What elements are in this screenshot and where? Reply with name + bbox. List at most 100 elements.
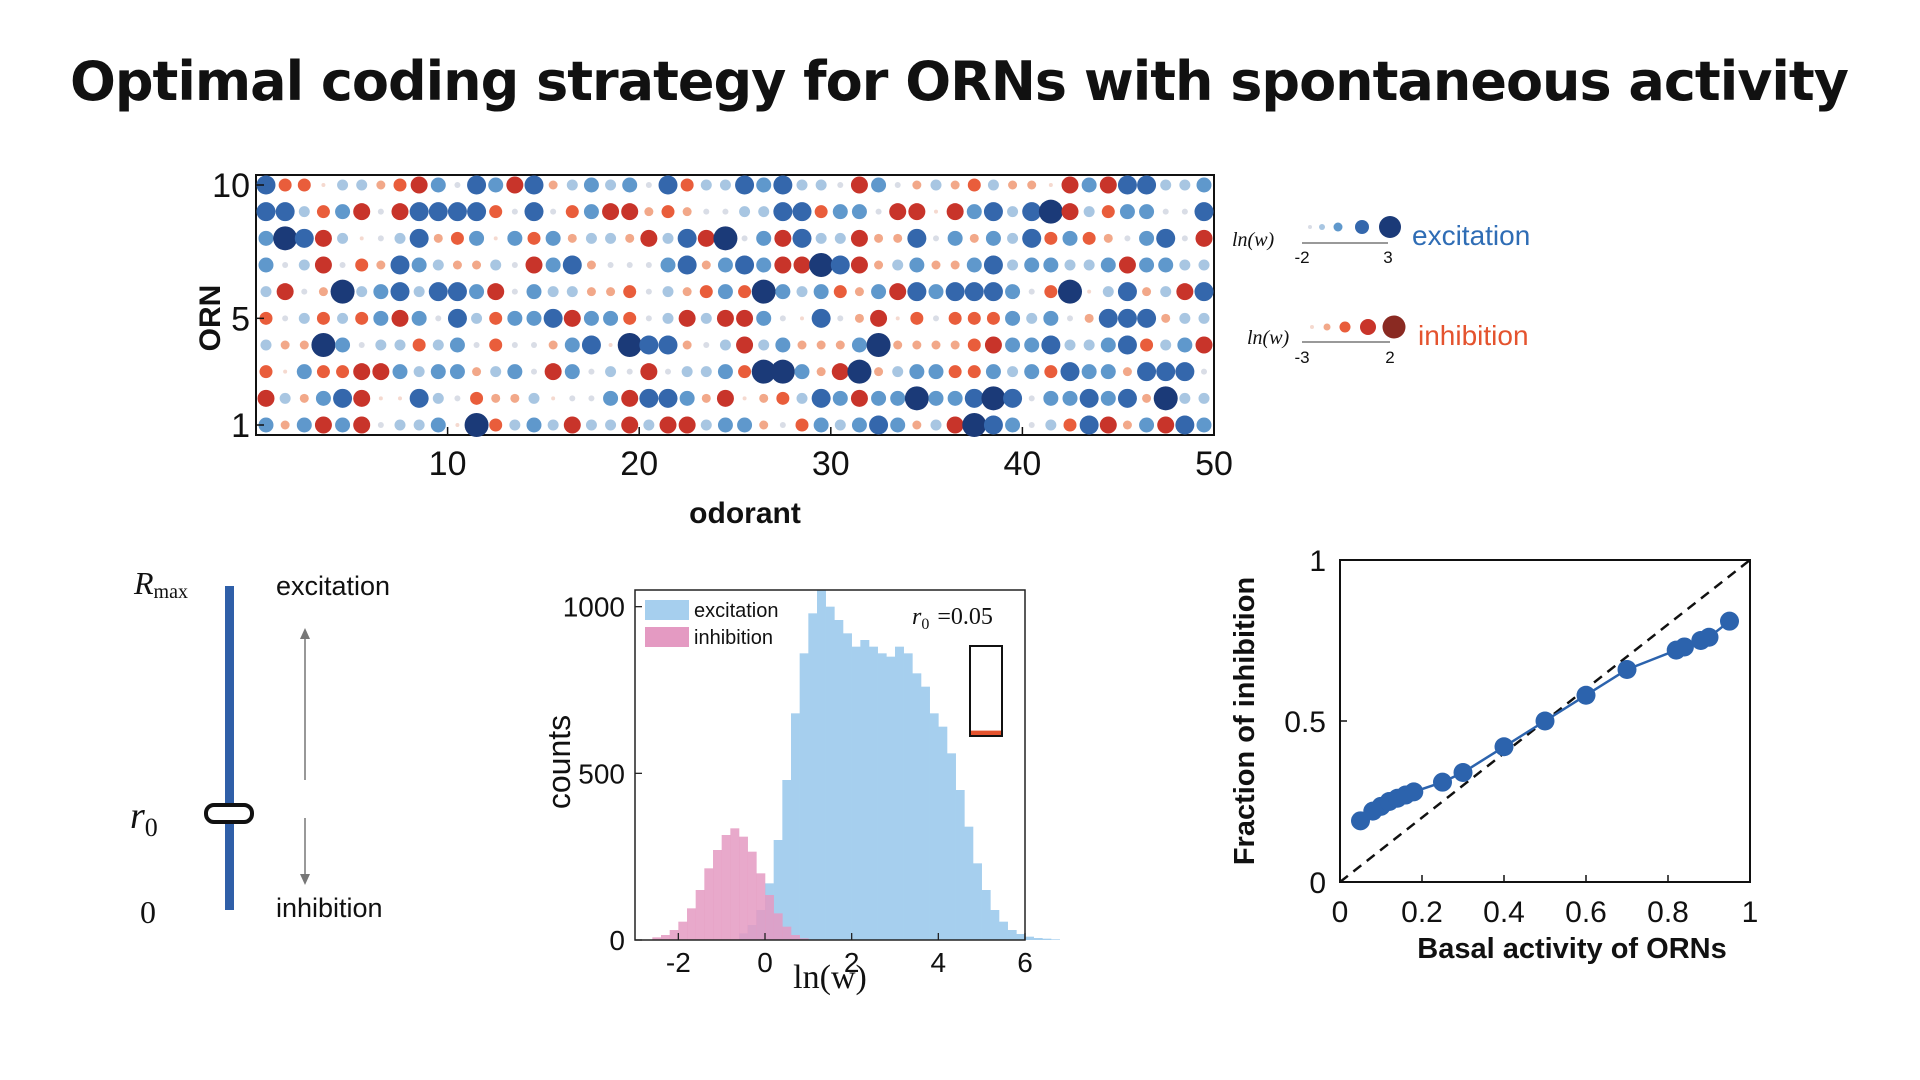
matrix-dot <box>796 286 808 298</box>
matrix-dot <box>298 259 310 271</box>
matrix-dot <box>1081 177 1097 193</box>
hist-bar-excitation <box>825 606 835 940</box>
hist-bar-inhibition <box>739 836 748 940</box>
matrix-dot <box>455 423 460 427</box>
matrix-dot <box>608 343 613 347</box>
matrix-dot <box>617 333 642 357</box>
matrix-dot <box>1044 365 1058 379</box>
matrix-dot <box>358 342 365 348</box>
matrix-dot <box>454 182 461 188</box>
matrix-dot <box>793 256 811 274</box>
matrix-dot <box>893 233 903 243</box>
matrix-dot <box>1063 418 1077 432</box>
matrix-dot <box>471 312 483 324</box>
matrix-dot <box>490 259 502 271</box>
data-point <box>1674 637 1694 657</box>
matrix-dot <box>699 285 713 299</box>
matrix-dot <box>390 255 410 275</box>
matrix-dot <box>296 417 312 433</box>
hist-bar-excitation <box>929 713 939 940</box>
data-point <box>1720 611 1739 631</box>
matrix-dot <box>984 336 1002 354</box>
matrix-dot <box>904 386 929 411</box>
matrix-dot <box>964 388 984 408</box>
matrix-dot <box>543 308 563 328</box>
matrix-dot <box>681 366 693 378</box>
matrix-dot <box>889 203 907 221</box>
legend-excitation-dot <box>1355 220 1369 234</box>
matrix-dot <box>776 391 790 405</box>
matrix-dot <box>551 396 556 401</box>
hist-xtick-label: 4 <box>931 947 947 978</box>
matrix-dot <box>1153 386 1178 411</box>
matrix-dot <box>738 285 752 299</box>
matrix-dot <box>583 310 599 326</box>
matrix-dot <box>335 337 351 353</box>
legend-excitation-label: excitation <box>1412 220 1530 251</box>
matrix-dot <box>447 202 467 222</box>
matrix-dot <box>662 286 674 298</box>
matrix-dot <box>909 257 925 273</box>
matrix-dot <box>298 206 310 218</box>
matrix-dot <box>509 419 521 431</box>
hist-bar-excitation <box>947 753 956 940</box>
matrix-dot <box>717 257 733 273</box>
matrix-dot <box>931 340 941 350</box>
matrix-dot <box>700 366 712 378</box>
matrix-dot <box>1137 308 1157 328</box>
matrix-dot <box>816 340 826 350</box>
matrix-dot <box>795 418 809 432</box>
matrix-dot <box>1067 315 1073 322</box>
matrix-dot <box>756 310 772 326</box>
matrix-dot <box>258 257 274 273</box>
hist-bar-inhibition <box>695 890 705 940</box>
hist-bar-excitation <box>903 653 913 940</box>
hist-bar-excitation <box>912 673 922 940</box>
matrix-dot <box>678 416 696 434</box>
matrix-dot <box>1043 310 1059 326</box>
matrix-dot <box>874 260 884 270</box>
matrix-dot <box>588 368 595 375</box>
matrix-xtick-label: 30 <box>812 445 850 483</box>
matrix-dot <box>1087 289 1092 294</box>
matrix-dot <box>736 336 754 354</box>
matrix-dot <box>719 179 731 191</box>
matrix-dot <box>276 283 294 301</box>
hist-bar-inhibition <box>773 913 783 940</box>
matrix-dot <box>467 202 487 222</box>
matrix-dot <box>297 178 311 192</box>
matrix-dot <box>531 342 537 348</box>
matrix-dot <box>1003 388 1023 408</box>
matrix-dot <box>967 178 981 192</box>
matrix-dot <box>794 364 810 380</box>
matrix-dot <box>1007 206 1019 218</box>
matrix-dot <box>962 413 987 437</box>
line-ylabel: Fraction of inhibition <box>1229 577 1261 865</box>
matrix-dot <box>507 230 523 246</box>
matrix-dot <box>299 393 309 403</box>
matrix-dot <box>1100 364 1116 380</box>
matrix-dot <box>1061 203 1079 221</box>
matrix-dot <box>280 340 290 350</box>
hist-bar-excitation <box>1051 939 1060 940</box>
matrix-dot <box>432 259 444 271</box>
matrix-dot <box>409 228 429 248</box>
matrix-dot <box>526 284 542 300</box>
matrix-dot <box>1060 362 1080 382</box>
matrix-dot <box>565 205 579 219</box>
matrix-dot <box>315 390 331 406</box>
matrix-dot <box>850 389 868 407</box>
matrix-dot <box>643 419 655 431</box>
matrix-dot <box>736 309 754 327</box>
matrix-dot <box>1194 282 1214 302</box>
matrix-dot <box>318 287 328 297</box>
legend-excitation-max: 3 <box>1383 248 1392 267</box>
matrix-dot <box>1102 286 1114 298</box>
matrix-dot <box>337 312 349 324</box>
matrix-dot <box>377 235 384 242</box>
matrix-dot <box>751 279 776 304</box>
matrix-dot <box>678 309 696 327</box>
diagram-r0-label: r0 <box>130 795 158 842</box>
data-points <box>1351 611 1739 831</box>
line-xtick-label: 0.6 <box>1565 896 1607 929</box>
